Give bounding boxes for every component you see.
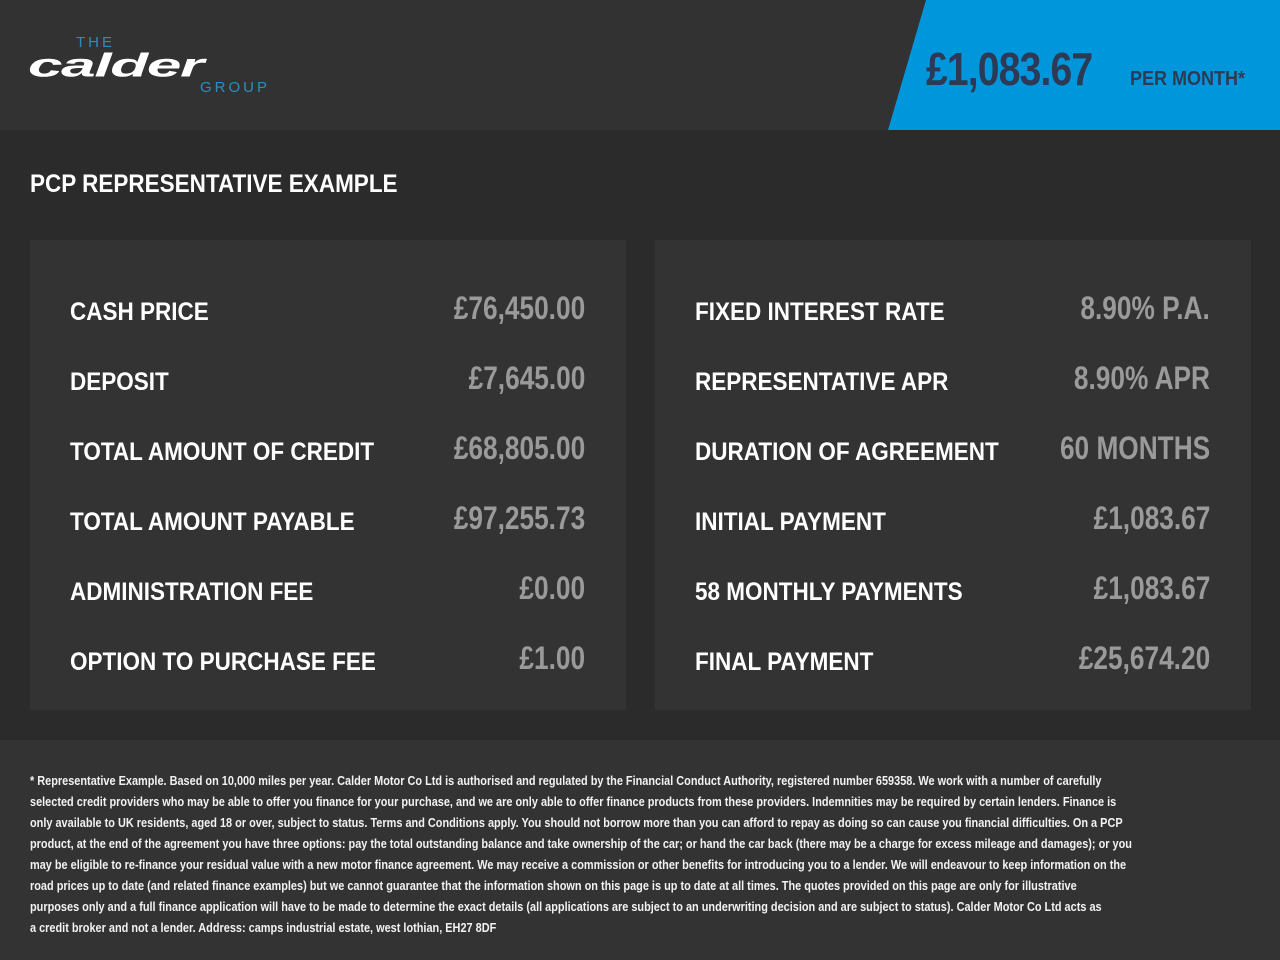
finance-value: 60 MONTHS: [1059, 430, 1210, 466]
finance-row: FIXED INTEREST RATE 8.90% P.A.: [695, 290, 1210, 330]
finance-row: TOTAL AMOUNT PAYABLE £97,255.73: [70, 500, 585, 540]
disclaimer-line: a credit broker and not a lender. Addres…: [30, 920, 497, 935]
logo-calder: calder: [28, 47, 207, 84]
monthly-price-banner: £1,083.67 PER MONTH*: [888, 0, 1280, 130]
disclaimer-line: product, at the end of the agreement you…: [30, 836, 1132, 851]
finance-row: REPRESENTATIVE APR 8.90% APR: [695, 360, 1210, 400]
finance-value: £1.00: [519, 640, 585, 676]
per-month-label: PER MONTH*: [1130, 68, 1246, 90]
finance-label: INITIAL PAYMENT: [695, 508, 886, 536]
disclaimer-line: * Representative Example. Based on 10,00…: [30, 773, 1102, 788]
disclaimer-section: * Representative Example. Based on 10,00…: [0, 740, 1280, 960]
finance-value: 8.90% APR: [1073, 360, 1210, 396]
finance-label: TOTAL AMOUNT PAYABLE: [70, 508, 355, 536]
finance-panel-left: CASH PRICE £76,450.00 DEPOSIT £7,645.00 TOTA…: [30, 240, 626, 710]
page-title: PCP REPRESENTATIVE EXAMPLE: [30, 170, 398, 198]
finance-row: OPTION TO PURCHASE FEE £1.00: [70, 640, 585, 680]
finance-value: £7,645.00: [468, 360, 585, 396]
logo-the: THE: [76, 34, 115, 51]
finance-label: REPRESENTATIVE APR: [695, 368, 949, 396]
disclaimer-line: selected credit providers who may be abl…: [30, 794, 1117, 809]
calder-group-logo[interactable]: THE calder GROUP: [28, 32, 288, 97]
disclaimer-line: only available to UK residents, aged 18 …: [30, 815, 1123, 830]
header: THE calder GROUP £1,083.67 PER MONTH*: [0, 0, 1280, 130]
finance-label: TOTAL AMOUNT OF CREDIT: [70, 438, 375, 466]
finance-row: ADMINISTRATION FEE £0.00: [70, 570, 585, 610]
finance-label: 58 MONTHLY PAYMENTS: [695, 578, 963, 606]
disclaimer-line: may be eligible to re-finance your resid…: [30, 857, 1127, 872]
finance-row: 58 MONTHLY PAYMENTS £1,083.67: [695, 570, 1210, 610]
finance-value: £0.00: [519, 570, 585, 606]
disclaimer-line: road prices up to date (and related fina…: [30, 878, 1077, 893]
finance-label: DURATION OF AGREEMENT: [695, 438, 999, 466]
finance-label: OPTION TO PURCHASE FEE: [70, 648, 376, 676]
finance-row: CASH PRICE £76,450.00: [70, 290, 585, 330]
finance-value: £25,674.20: [1078, 640, 1210, 676]
finance-row: FINAL PAYMENT £25,674.20: [695, 640, 1210, 680]
finance-row: DURATION OF AGREEMENT 60 MONTHS: [695, 430, 1210, 470]
finance-value: £68,805.00: [453, 430, 585, 466]
logo-group: GROUP: [200, 79, 270, 96]
disclaimer-text: * Representative Example. Based on 10,00…: [30, 770, 1280, 938]
finance-row: TOTAL AMOUNT OF CREDIT £68,805.00: [70, 430, 585, 470]
finance-value: £97,255.73: [453, 500, 585, 536]
finance-row: DEPOSIT £7,645.00: [70, 360, 585, 400]
disclaimer-line: purposes only and a full finance applica…: [30, 899, 1102, 914]
finance-row: INITIAL PAYMENT £1,083.67: [695, 500, 1210, 540]
finance-value: £76,450.00: [453, 290, 585, 326]
finance-panel-right: FIXED INTEREST RATE 8.90% P.A. REPRESENTAT…: [655, 240, 1251, 710]
finance-label: CASH PRICE: [70, 298, 209, 326]
finance-value: 8.90% P.A.: [1080, 290, 1210, 326]
finance-value: £1,083.67: [1093, 570, 1210, 606]
finance-label: ADMINISTRATION FEE: [70, 578, 314, 606]
finance-label: FIXED INTEREST RATE: [695, 298, 945, 326]
monthly-price: £1,083.67: [926, 43, 1093, 95]
finance-label: FINAL PAYMENT: [695, 648, 874, 676]
finance-label: DEPOSIT: [70, 368, 169, 396]
finance-value: £1,083.67: [1093, 500, 1210, 536]
